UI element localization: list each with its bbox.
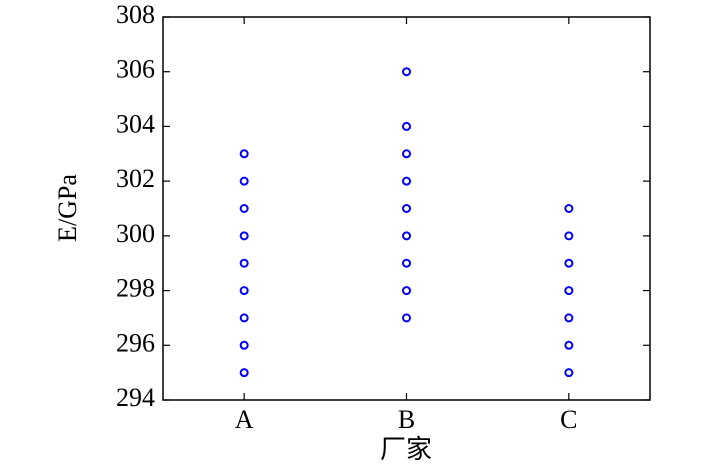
y-tick-label: 296 [116, 328, 155, 357]
point [239, 258, 249, 268]
y-tick-label: 302 [116, 164, 155, 193]
point [239, 286, 249, 296]
point [239, 313, 249, 323]
point [239, 340, 249, 350]
point [564, 231, 574, 241]
point [239, 368, 249, 378]
y-tick-label: 306 [116, 55, 155, 84]
x-axis-label: 厂家 [380, 435, 432, 464]
point [402, 286, 411, 296]
point [402, 204, 411, 213]
point [564, 286, 574, 296]
y-tick-label: 294 [116, 383, 155, 412]
point [402, 121, 411, 131]
point [402, 313, 411, 323]
point [402, 258, 411, 268]
y-axis-label: E/GPa [53, 174, 82, 242]
y-tick-label: 300 [116, 219, 155, 248]
point [564, 368, 574, 378]
point [564, 204, 574, 213]
point [239, 149, 249, 159]
point [402, 176, 411, 186]
y-tick-label: 308 [116, 0, 155, 29]
y-tick-label: 298 [116, 274, 155, 303]
point [564, 313, 574, 323]
point [402, 67, 411, 77]
x-tick-label: B [398, 405, 415, 434]
point [239, 176, 249, 186]
y-tick-label: 304 [116, 109, 155, 138]
x-tick-label: A [235, 405, 254, 434]
point [564, 258, 574, 268]
point [239, 231, 249, 241]
point [402, 149, 411, 159]
point [239, 204, 249, 213]
x-tick-label: C [560, 405, 577, 434]
point [402, 231, 411, 241]
point [564, 340, 574, 350]
